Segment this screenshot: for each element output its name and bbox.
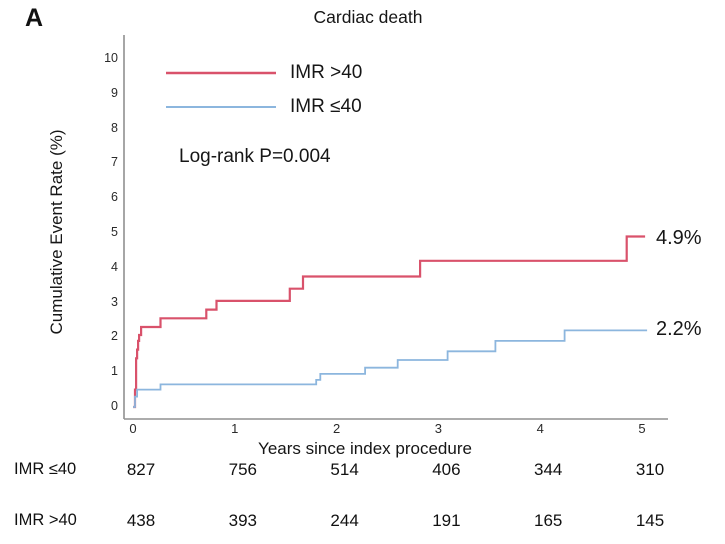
x-tick-0: 0 xyxy=(129,421,137,436)
end-label-imr-gt40: 4.9% xyxy=(656,227,702,249)
chart-title: Cardiac death xyxy=(313,7,423,27)
x-axis-title: Years since index procedure xyxy=(258,439,472,458)
x-tick-1: 1 xyxy=(231,421,239,436)
risk-count-r0-t4: 344 xyxy=(534,460,563,479)
risk-row-label-0: IMR ≤40 xyxy=(14,460,77,478)
y-tick-8: 8 xyxy=(111,120,118,135)
x-tick-5: 5 xyxy=(638,421,646,436)
x-tick-4: 4 xyxy=(536,421,544,436)
curve-imr-le40 xyxy=(133,329,648,408)
risk-count-r1-t4: 165 xyxy=(534,511,563,530)
risk-count-r0-t0: 827 xyxy=(126,460,156,479)
y-tick-0: 0 xyxy=(111,399,118,413)
risk-count-r1-t5: 145 xyxy=(635,511,665,530)
curve-imr-gt40 xyxy=(133,235,646,409)
legend-label-imr-gt40: IMR >40 xyxy=(290,62,363,83)
risk-count-r0-t5: 310 xyxy=(635,460,665,479)
log-rank-annotation: Log-rank P=0.004 xyxy=(179,146,331,167)
y-tick-7: 7 xyxy=(111,155,118,170)
x-tick-3: 3 xyxy=(434,421,442,436)
risk-count-r1-t1: 393 xyxy=(228,511,257,530)
legend-label-imr-le40: IMR ≤40 xyxy=(290,96,362,117)
y-tick-10: 10 xyxy=(104,51,118,65)
y-tick-6: 6 xyxy=(111,190,118,205)
risk-count-r1-t2: 244 xyxy=(330,511,359,530)
risk-count-r0-t3: 406 xyxy=(432,460,461,479)
y-tick-3: 3 xyxy=(111,294,118,309)
panel-label: A xyxy=(25,4,44,32)
risk-count-r0-t2: 514 xyxy=(330,460,359,479)
y-tick-1: 1 xyxy=(111,364,118,379)
risk-count-r1-t3: 191 xyxy=(432,511,461,530)
risk-row-label-1: IMR >40 xyxy=(14,511,77,529)
x-tick-2: 2 xyxy=(332,421,341,436)
risk-count-r1-t0: 438 xyxy=(126,511,156,530)
y-tick-4: 4 xyxy=(111,259,118,274)
y-tick-2: 2 xyxy=(111,329,118,344)
y-axis-title: Cumulative Event Rate (%) xyxy=(47,129,66,335)
y-tick-5: 5 xyxy=(111,225,118,239)
risk-count-r0-t1: 756 xyxy=(228,460,257,479)
end-label-imr-le40: 2.2% xyxy=(656,318,702,340)
y-tick-9: 9 xyxy=(111,85,118,100)
